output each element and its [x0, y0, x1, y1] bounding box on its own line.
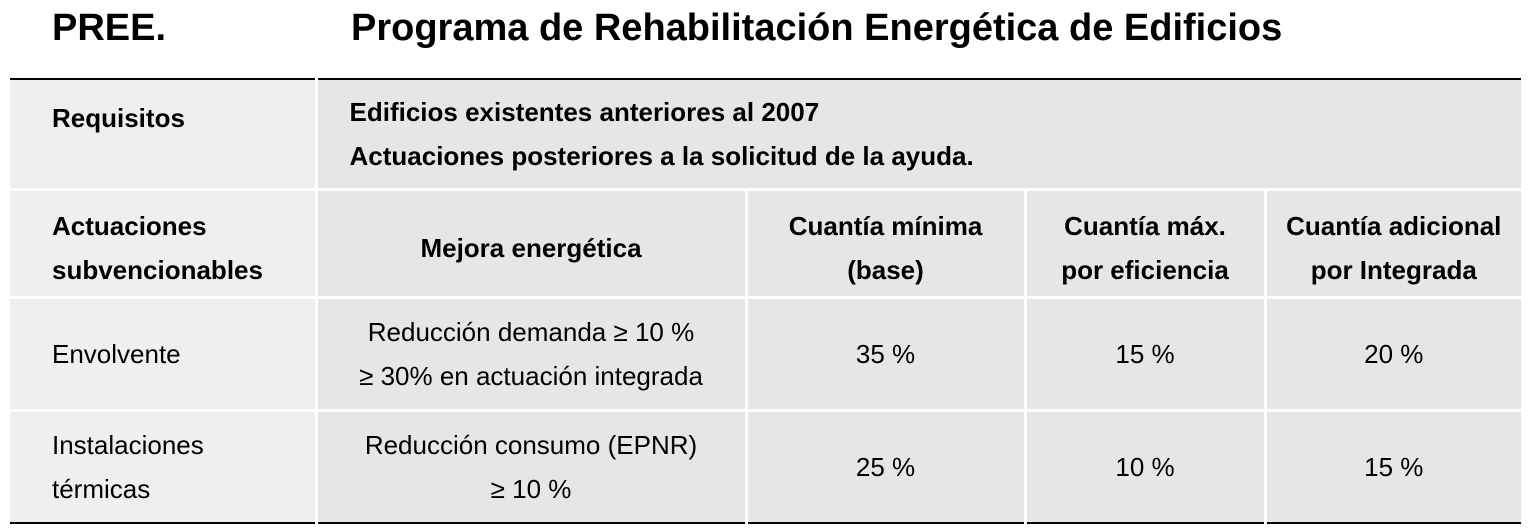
requirements-label: Requisitos [52, 103, 185, 133]
column-header-minima: Cuantía mínima (base) [746, 188, 1027, 298]
mejora-cell: Reducción demanda ≥ 10 % ≥ 30% en actuac… [316, 296, 748, 411]
column-header-line: Cuantía adicional [1286, 210, 1502, 241]
column-header-line: Cuantía mínima [788, 210, 983, 241]
column-header-line: Mejora energética [420, 232, 642, 263]
mejora-line: Reducción demanda ≥ 10 % [367, 317, 695, 347]
maxima-cell: 15 % [1025, 296, 1267, 411]
column-header-line: Cuantía máx. [1064, 210, 1226, 241]
actuacion-name: térmicas [52, 474, 151, 504]
column-header-row: Actuaciones subvencionables Mejora energ… [10, 188, 1522, 298]
table-row-envolvente: Envolvente Reducción demanda ≥ 10 % ≥ 30… [10, 296, 1522, 411]
adicional-cell: 20 % [1265, 296, 1522, 411]
program-title: Programa de Rehabilitación Energética de… [351, 7, 1283, 49]
minima-cell: 25 % [746, 409, 1027, 523]
mejora-line: ≥ 30% en actuación integrada [359, 361, 703, 391]
mejora-line: Reducción consumo (EPNR) [364, 430, 698, 460]
column-header-line: (base) [847, 254, 924, 285]
column-header-line: Actuaciones [52, 210, 207, 241]
column-header-mejora: Mejora energética [316, 188, 748, 298]
minima-cell: 35 % [746, 296, 1027, 411]
column-header-adicional: Cuantía adicional por Integrada [1265, 188, 1522, 298]
program-table: Requisitos Edificios existentes anterior… [10, 78, 1522, 524]
adicional-cell: 15 % [1265, 409, 1522, 523]
requirements-label-cell: Requisitos [10, 79, 318, 191]
column-header-actuaciones: Actuaciones subvencionables [10, 188, 318, 298]
column-header-line: por eficiencia [1061, 254, 1229, 285]
actuacion-name: Instalaciones [52, 430, 204, 460]
mejora-cell: Reducción consumo (EPNR) ≥ 10 % [316, 409, 748, 523]
column-header-line: subvencionables [52, 254, 263, 285]
maxima-cell: 10 % [1025, 409, 1267, 523]
column-header-maxima: Cuantía máx. por eficiencia [1025, 188, 1267, 298]
requirements-row: Requisitos Edificios existentes anterior… [10, 79, 1522, 191]
title-row: PREE. Programa de Rehabilitación Energét… [0, 0, 1530, 78]
requirement-line: Edificios existentes anteriores al 2007 [349, 97, 820, 127]
actuacion-name: Envolvente [52, 339, 181, 369]
mejora-line: ≥ 10 % [490, 474, 572, 504]
requirements-value-cell: Edificios existentes anteriores al 2007 … [316, 79, 1522, 191]
requirement-line: Actuaciones posteriores a la solicitud d… [349, 141, 974, 171]
actuacion-cell: Instalaciones térmicas [10, 409, 318, 523]
table-row-instalaciones: Instalaciones térmicas Reducción consumo… [10, 409, 1522, 523]
program-abbreviation: PREE. [52, 7, 167, 49]
actuacion-cell: Envolvente [10, 296, 318, 411]
column-header-line: por Integrada [1310, 254, 1477, 285]
